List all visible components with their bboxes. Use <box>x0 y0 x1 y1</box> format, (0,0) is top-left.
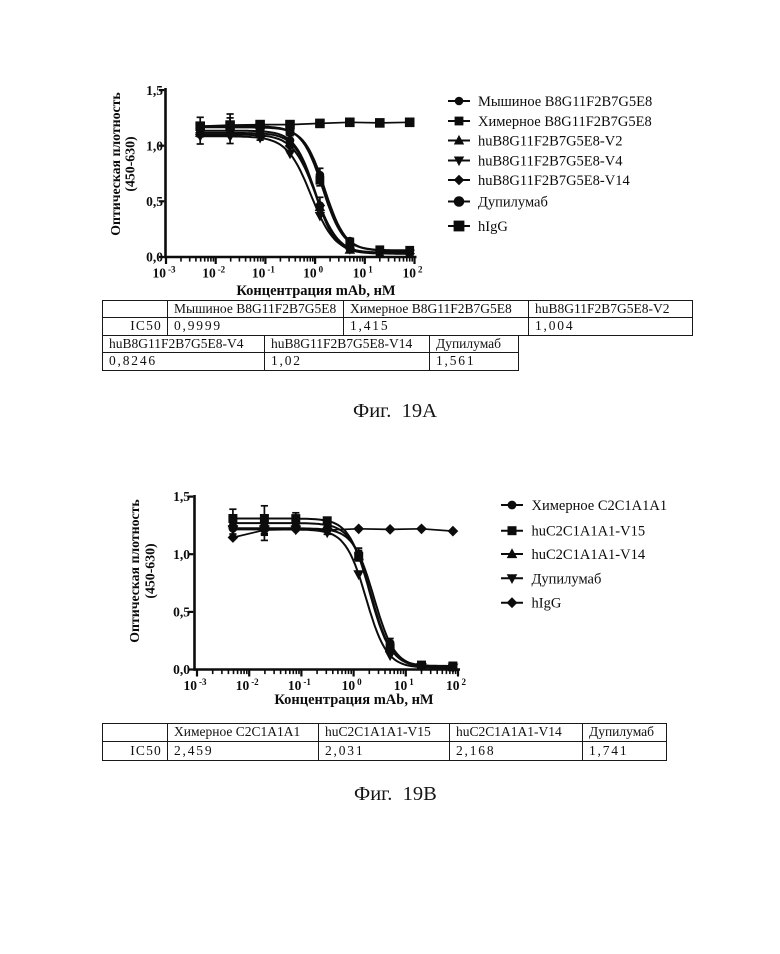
svg-text:10-1: 10 -1 <box>288 677 311 693</box>
svg-text:Дупилумаб: Дупилумаб <box>532 571 602 587</box>
svg-text:10-1: 10 -1 <box>252 265 275 281</box>
svg-text:Оптическая плотность: Оптическая плотность <box>127 499 142 642</box>
svg-text:101: 10 1 <box>394 677 415 693</box>
svg-text:Химерное C2C1A1A1: Химерное C2C1A1A1 <box>532 498 668 514</box>
svg-text:hIgG: hIgG <box>532 596 562 612</box>
svg-text:0,0: 0,0 <box>146 250 163 265</box>
svg-text:1,0: 1,0 <box>146 138 163 153</box>
svg-text:huB8G11F2B7G5E8-V2: huB8G11F2B7G5E8-V2 <box>478 134 622 150</box>
svg-text:10-2: 10 -2 <box>202 265 225 281</box>
svg-text:1,5: 1,5 <box>146 83 163 98</box>
svg-text:0,0: 0,0 <box>173 662 190 677</box>
svg-text:Концентрация mAb, нМ: Концентрация mAb, нМ <box>236 283 396 299</box>
svg-text:10-3: 10 -3 <box>153 265 176 281</box>
svg-text:0,5: 0,5 <box>173 605 190 620</box>
svg-text:(450-630): (450-630) <box>123 136 139 191</box>
svg-text:101: 10 1 <box>353 265 374 281</box>
svg-text:1,5: 1,5 <box>173 489 190 504</box>
svg-text:100: 10 0 <box>342 677 363 693</box>
svg-text:Концентрация mAb, нМ: Концентрация mAb, нМ <box>274 692 434 708</box>
svg-text:100: 10 0 <box>303 265 324 281</box>
svg-text:huC2C1A1A1-V15: huC2C1A1A1-V15 <box>532 524 646 540</box>
svg-text:102: 10 2 <box>403 265 424 281</box>
svg-text:10-3: 10 -3 <box>184 677 207 693</box>
svg-text:(450-630): (450-630) <box>143 543 159 598</box>
svg-text:102: 10 2 <box>446 677 467 693</box>
svg-text:huC2C1A1A1-V14: huC2C1A1A1-V14 <box>532 547 646 563</box>
svg-text:huB8G11F2B7G5E8-V14: huB8G11F2B7G5E8-V14 <box>478 173 630 189</box>
svg-text:hIgG: hIgG <box>478 219 508 235</box>
svg-text:Мышиное B8G11F2B7G5E8: Мышиное B8G11F2B7G5E8 <box>478 94 652 110</box>
svg-text:Химерное B8G11F2B7G5E8: Химерное B8G11F2B7G5E8 <box>478 114 652 130</box>
svg-text:1,0: 1,0 <box>173 547 190 562</box>
svg-text:10-2: 10 -2 <box>236 677 259 693</box>
svg-text:Оптическая плотность: Оптическая плотность <box>108 92 123 235</box>
svg-text:huB8G11F2B7G5E8-V4: huB8G11F2B7G5E8-V4 <box>478 154 623 170</box>
svg-text:0,5: 0,5 <box>146 194 163 209</box>
svg-text:Дупилумаб: Дупилумаб <box>478 195 548 211</box>
